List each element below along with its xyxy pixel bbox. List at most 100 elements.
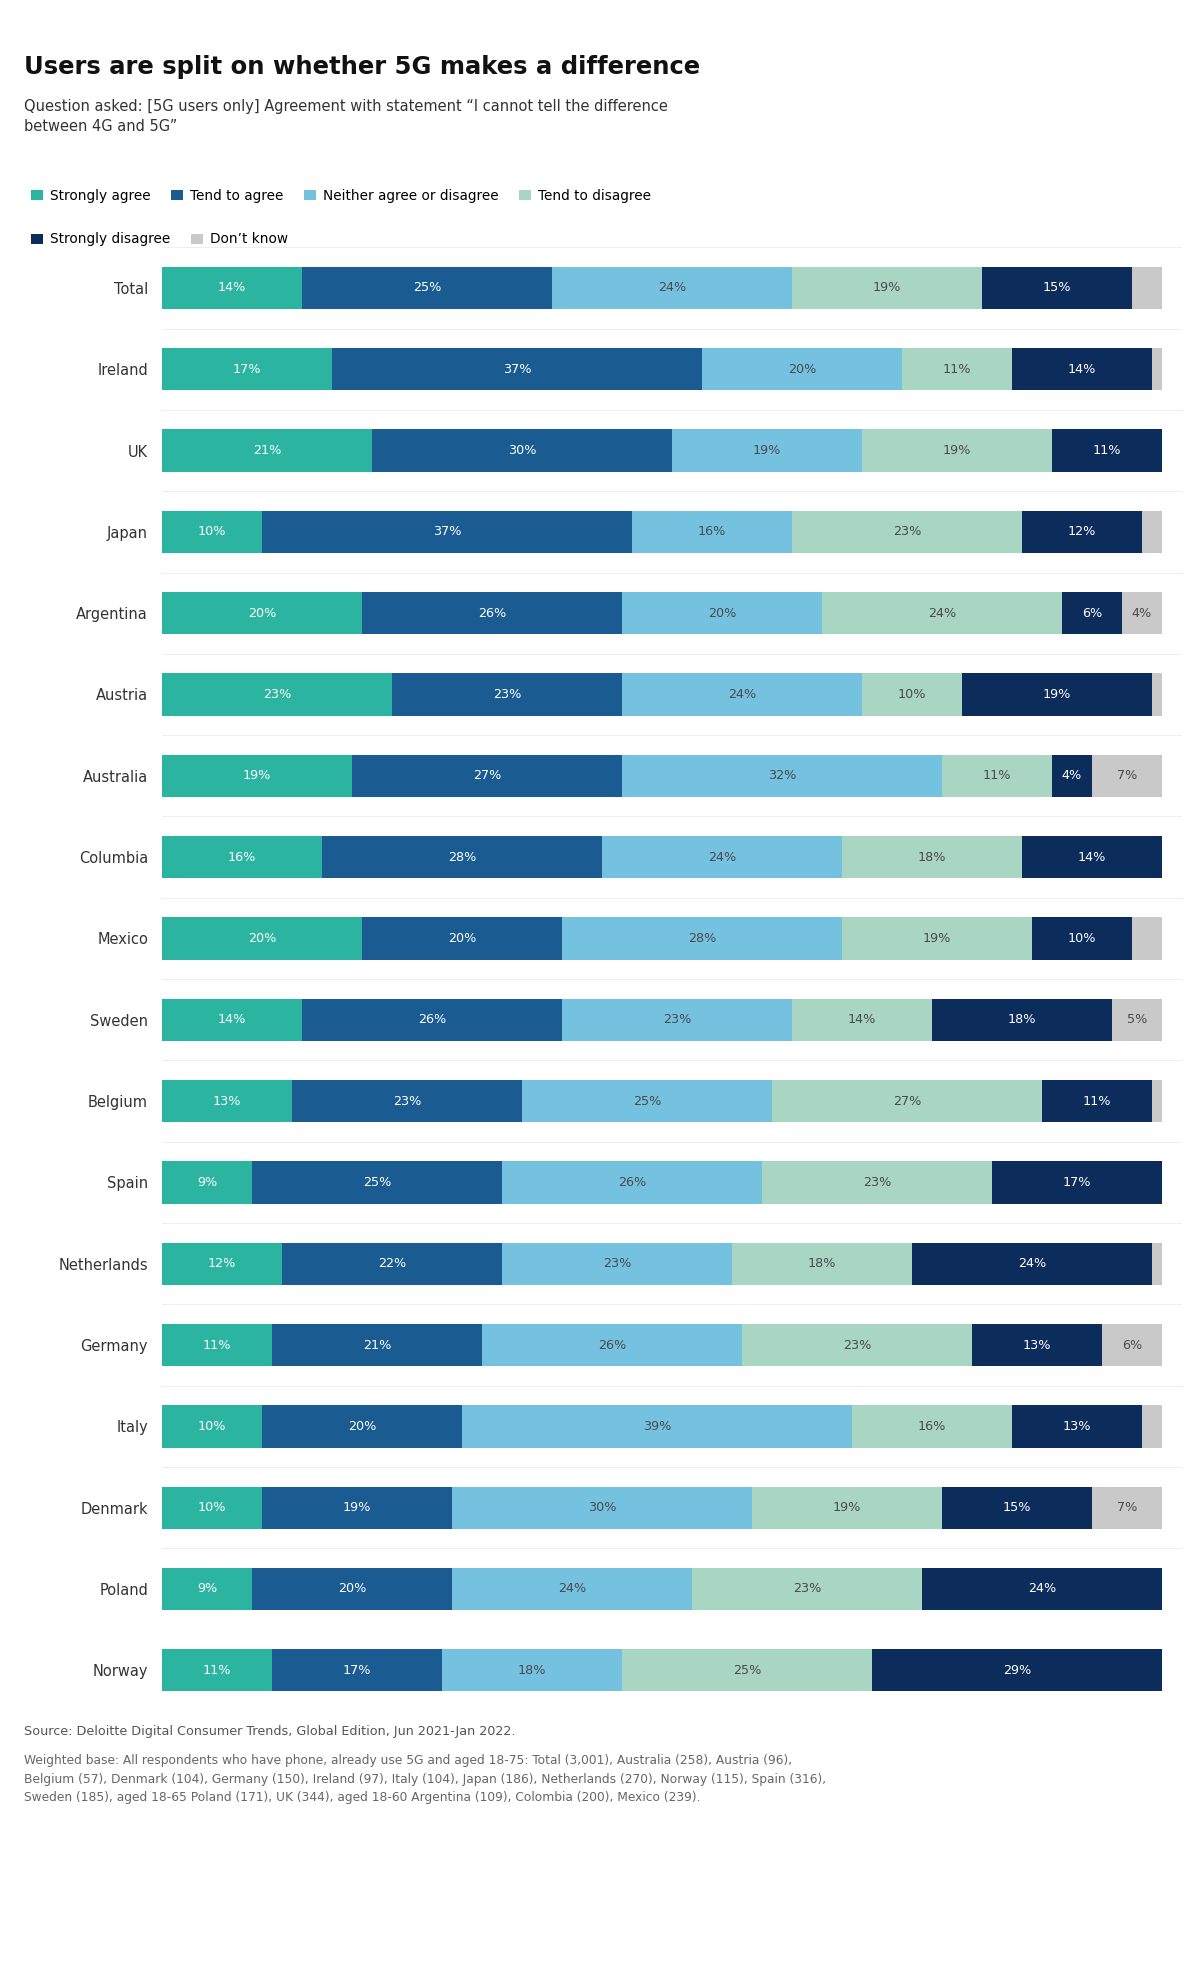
Text: 5%: 5% — [1127, 1013, 1147, 1027]
Bar — [362, 918, 562, 959]
Bar — [162, 837, 322, 878]
Bar — [852, 1404, 1012, 1448]
Text: 10%: 10% — [198, 1420, 227, 1432]
Bar — [162, 1323, 272, 1367]
Text: 24%: 24% — [928, 607, 956, 619]
Text: 21%: 21% — [362, 1339, 391, 1351]
Bar — [622, 1650, 872, 1691]
Bar — [282, 1242, 502, 1286]
Bar — [1062, 591, 1122, 635]
Bar — [302, 999, 562, 1040]
Bar — [862, 429, 1052, 471]
Text: 13%: 13% — [1063, 1420, 1091, 1432]
Text: 12%: 12% — [1068, 526, 1096, 538]
Bar — [622, 756, 942, 797]
Bar — [552, 267, 792, 309]
Text: 18%: 18% — [918, 851, 947, 864]
Bar — [822, 591, 1062, 635]
Bar — [922, 1569, 1162, 1610]
Text: 15%: 15% — [1043, 281, 1072, 295]
Bar — [162, 1242, 282, 1286]
Text: 17%: 17% — [343, 1663, 371, 1677]
Bar — [292, 1080, 522, 1122]
Text: Source: Deloitte Digital Consumer Trends, Global Edition, Jun 2021-Jan 2022.: Source: Deloitte Digital Consumer Trends… — [24, 1725, 516, 1739]
Bar — [972, 1323, 1102, 1367]
Text: 18%: 18% — [1008, 1013, 1037, 1027]
Text: 11%: 11% — [983, 769, 1012, 783]
Text: 28%: 28% — [688, 932, 716, 945]
Bar — [932, 999, 1112, 1040]
Bar — [352, 756, 622, 797]
Bar — [1052, 756, 1092, 797]
Text: 4%: 4% — [1132, 607, 1152, 619]
Text: 16%: 16% — [698, 526, 726, 538]
Text: 11%: 11% — [943, 362, 971, 376]
Bar — [792, 510, 1022, 554]
Text: 20%: 20% — [248, 932, 276, 945]
Text: 14%: 14% — [848, 1013, 876, 1027]
Bar — [262, 1404, 462, 1448]
Bar — [1092, 1487, 1162, 1529]
Text: 37%: 37% — [433, 526, 461, 538]
Text: 20%: 20% — [708, 607, 736, 619]
Text: 13%: 13% — [1022, 1339, 1051, 1351]
Bar — [982, 267, 1132, 309]
Bar — [162, 918, 362, 959]
Text: 23%: 23% — [392, 1094, 421, 1108]
Bar — [1142, 510, 1162, 554]
Text: 7%: 7% — [1117, 1501, 1138, 1515]
Bar — [1042, 1080, 1152, 1122]
Text: 19%: 19% — [833, 1501, 862, 1515]
Bar — [842, 837, 1022, 878]
Bar — [372, 429, 672, 471]
Text: 39%: 39% — [643, 1420, 671, 1432]
Text: 23%: 23% — [662, 1013, 691, 1027]
Bar — [1152, 1080, 1162, 1122]
Bar — [162, 1487, 262, 1529]
Bar — [1022, 837, 1162, 878]
Bar — [272, 1323, 482, 1367]
Bar — [362, 591, 622, 635]
Bar — [562, 999, 792, 1040]
Text: 23%: 23% — [842, 1339, 871, 1351]
Text: 16%: 16% — [228, 851, 256, 864]
Bar — [162, 591, 362, 635]
Bar — [252, 1569, 452, 1610]
Bar — [1152, 1242, 1162, 1286]
Text: 10%: 10% — [1068, 932, 1097, 945]
Bar — [502, 1242, 732, 1286]
Text: 32%: 32% — [768, 769, 796, 783]
Text: 10%: 10% — [198, 1501, 227, 1515]
Text: 18%: 18% — [808, 1258, 836, 1270]
Bar — [602, 837, 842, 878]
Bar — [1092, 756, 1162, 797]
Bar — [742, 1323, 972, 1367]
Text: 24%: 24% — [728, 688, 756, 700]
Text: 29%: 29% — [1003, 1663, 1031, 1677]
Text: 25%: 25% — [362, 1175, 391, 1189]
Text: 11%: 11% — [1082, 1094, 1111, 1108]
Bar — [1152, 348, 1162, 390]
Text: 6%: 6% — [1122, 1339, 1142, 1351]
Text: 20%: 20% — [338, 1582, 366, 1596]
Bar — [1032, 918, 1132, 959]
Bar — [1152, 673, 1162, 716]
Text: 17%: 17% — [233, 362, 262, 376]
Bar — [872, 1650, 1162, 1691]
Text: 7%: 7% — [1117, 769, 1138, 783]
Bar — [322, 837, 602, 878]
Text: 11%: 11% — [1093, 443, 1121, 457]
Bar — [842, 918, 1032, 959]
Text: 20%: 20% — [348, 1420, 376, 1432]
Bar — [792, 267, 982, 309]
Text: 30%: 30% — [508, 443, 536, 457]
Bar — [622, 673, 862, 716]
Text: 20%: 20% — [248, 607, 276, 619]
Bar — [522, 1080, 772, 1122]
Text: 6%: 6% — [1082, 607, 1102, 619]
Bar — [862, 673, 962, 716]
Text: 30%: 30% — [588, 1501, 617, 1515]
Text: 23%: 23% — [793, 1582, 821, 1596]
Text: 24%: 24% — [1018, 1258, 1046, 1270]
Bar — [562, 918, 842, 959]
